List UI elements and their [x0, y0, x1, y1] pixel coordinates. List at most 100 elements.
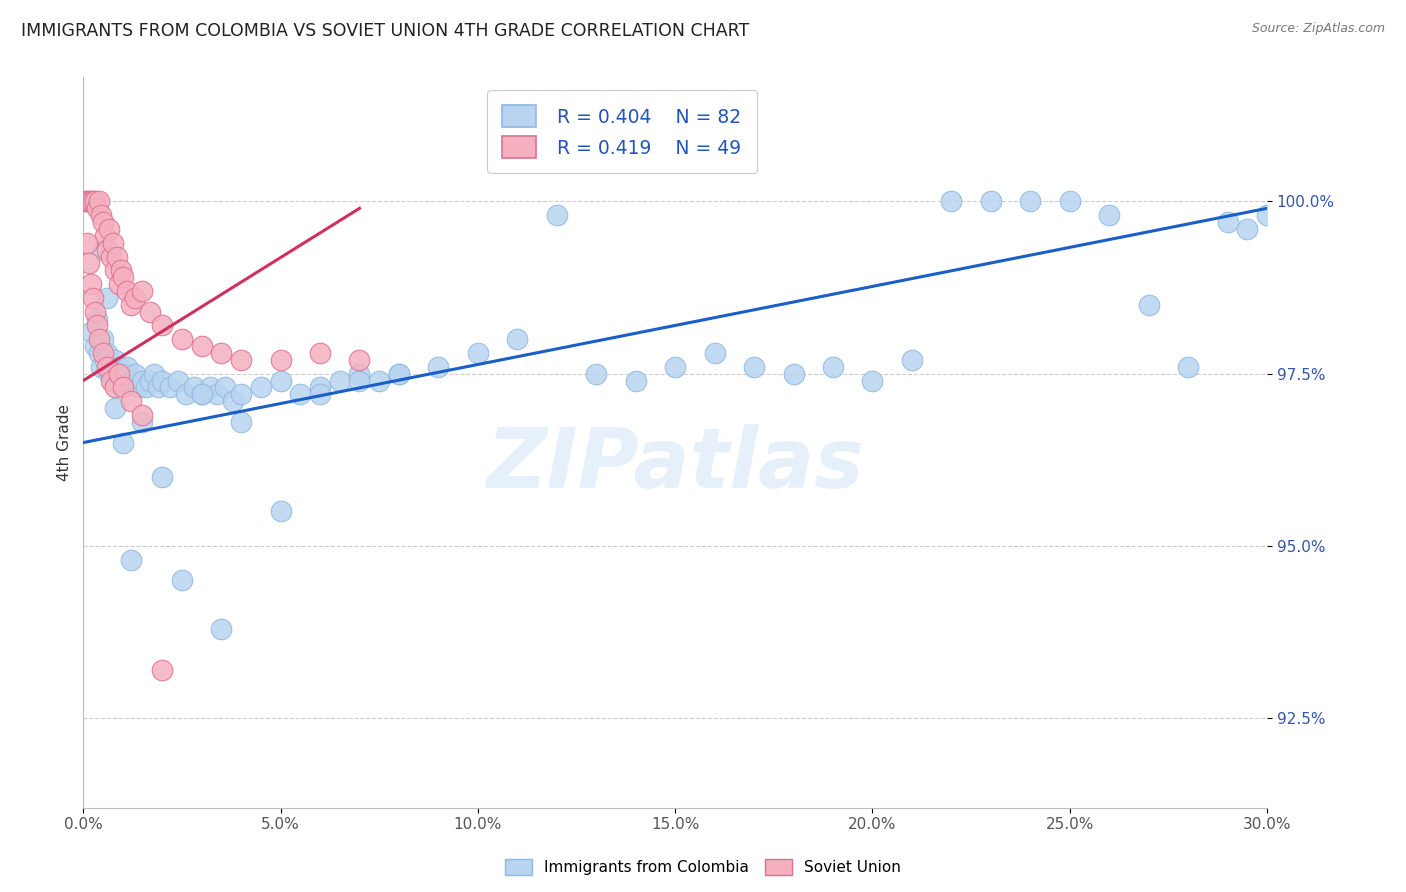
Point: [941, 194, 963, 209]
Point: [96, 346, 118, 360]
Point: [90, 359, 112, 374]
Point: [368, 374, 391, 388]
Point: [309, 387, 332, 401]
Point: [107, 359, 129, 374]
Point: [128, 380, 150, 394]
Point: [82, 194, 104, 209]
Point: [86, 311, 108, 326]
Point: [270, 352, 292, 367]
Point: [170, 574, 193, 588]
Point: [107, 367, 129, 381]
Legend:   R = 0.404    N = 82,   R = 0.419    N = 49: R = 0.404 N = 82, R = 0.419 N = 49: [488, 90, 756, 173]
Point: [1098, 208, 1121, 222]
Point: [467, 346, 489, 360]
Point: [104, 380, 127, 394]
Point: [105, 250, 128, 264]
Point: [388, 367, 411, 381]
Point: [229, 415, 252, 429]
Text: Source: ZipAtlas.com: Source: ZipAtlas.com: [1251, 22, 1385, 36]
Point: [101, 374, 124, 388]
Point: [97, 222, 120, 236]
Point: [862, 374, 884, 388]
Point: [174, 387, 197, 401]
Point: [209, 346, 232, 360]
Point: [214, 380, 236, 394]
Point: [86, 318, 108, 333]
Point: [901, 352, 924, 367]
Point: [131, 415, 153, 429]
Point: [110, 263, 132, 277]
Point: [624, 374, 647, 388]
Point: [1216, 215, 1239, 229]
Point: [80, 326, 103, 340]
Point: [131, 408, 153, 422]
Point: [980, 194, 1002, 209]
Point: [96, 291, 118, 305]
Text: IMMIGRANTS FROM COLOMBIA VS SOVIET UNION 4TH GRADE CORRELATION CHART: IMMIGRANTS FROM COLOMBIA VS SOVIET UNION…: [21, 22, 749, 40]
Point: [131, 374, 153, 388]
Point: [143, 367, 166, 381]
Point: [101, 235, 124, 250]
Point: [742, 359, 765, 374]
Point: [76, 194, 98, 209]
Point: [111, 367, 134, 381]
Point: [111, 270, 134, 285]
Point: [207, 387, 229, 401]
Point: [209, 622, 232, 636]
Point: [100, 374, 122, 388]
Point: [100, 359, 122, 374]
Point: [349, 367, 371, 381]
Point: [229, 387, 252, 401]
Point: [329, 374, 352, 388]
Point: [111, 380, 134, 394]
Point: [388, 367, 411, 381]
Point: [229, 352, 252, 367]
Point: [115, 359, 138, 374]
Point: [96, 359, 118, 374]
Point: [104, 401, 127, 416]
Point: [80, 277, 103, 292]
Point: [105, 367, 128, 381]
Point: [115, 284, 138, 298]
Point: [585, 367, 607, 381]
Point: [349, 374, 371, 388]
Point: [120, 394, 142, 409]
Point: [150, 374, 173, 388]
Point: [150, 663, 173, 677]
Point: [664, 359, 686, 374]
Point: [183, 380, 205, 394]
Point: [107, 277, 129, 292]
Point: [120, 298, 142, 312]
Point: [1236, 222, 1258, 236]
Point: [270, 374, 292, 388]
Point: [84, 304, 107, 318]
Point: [91, 332, 114, 346]
Point: [76, 235, 98, 250]
Point: [703, 346, 725, 360]
Point: [91, 215, 114, 229]
Point: [87, 332, 110, 346]
Point: [1019, 194, 1042, 209]
Point: [82, 291, 104, 305]
Point: [77, 256, 100, 270]
Point: [190, 387, 212, 401]
Point: [190, 387, 212, 401]
Point: [159, 380, 181, 394]
Point: [110, 374, 132, 388]
Point: [139, 304, 162, 318]
Point: [222, 394, 245, 409]
Point: [135, 380, 157, 394]
Y-axis label: 4th Grade: 4th Grade: [58, 404, 72, 481]
Point: [167, 374, 190, 388]
Legend: Immigrants from Colombia, Soviet Union: Immigrants from Colombia, Soviet Union: [501, 855, 905, 880]
Point: [349, 352, 371, 367]
Point: [198, 380, 221, 394]
Point: [104, 352, 127, 367]
Point: [427, 359, 450, 374]
Point: [87, 346, 110, 360]
Point: [104, 263, 127, 277]
Point: [309, 380, 332, 394]
Point: [270, 504, 292, 518]
Point: [190, 339, 212, 353]
Point: [91, 243, 114, 257]
